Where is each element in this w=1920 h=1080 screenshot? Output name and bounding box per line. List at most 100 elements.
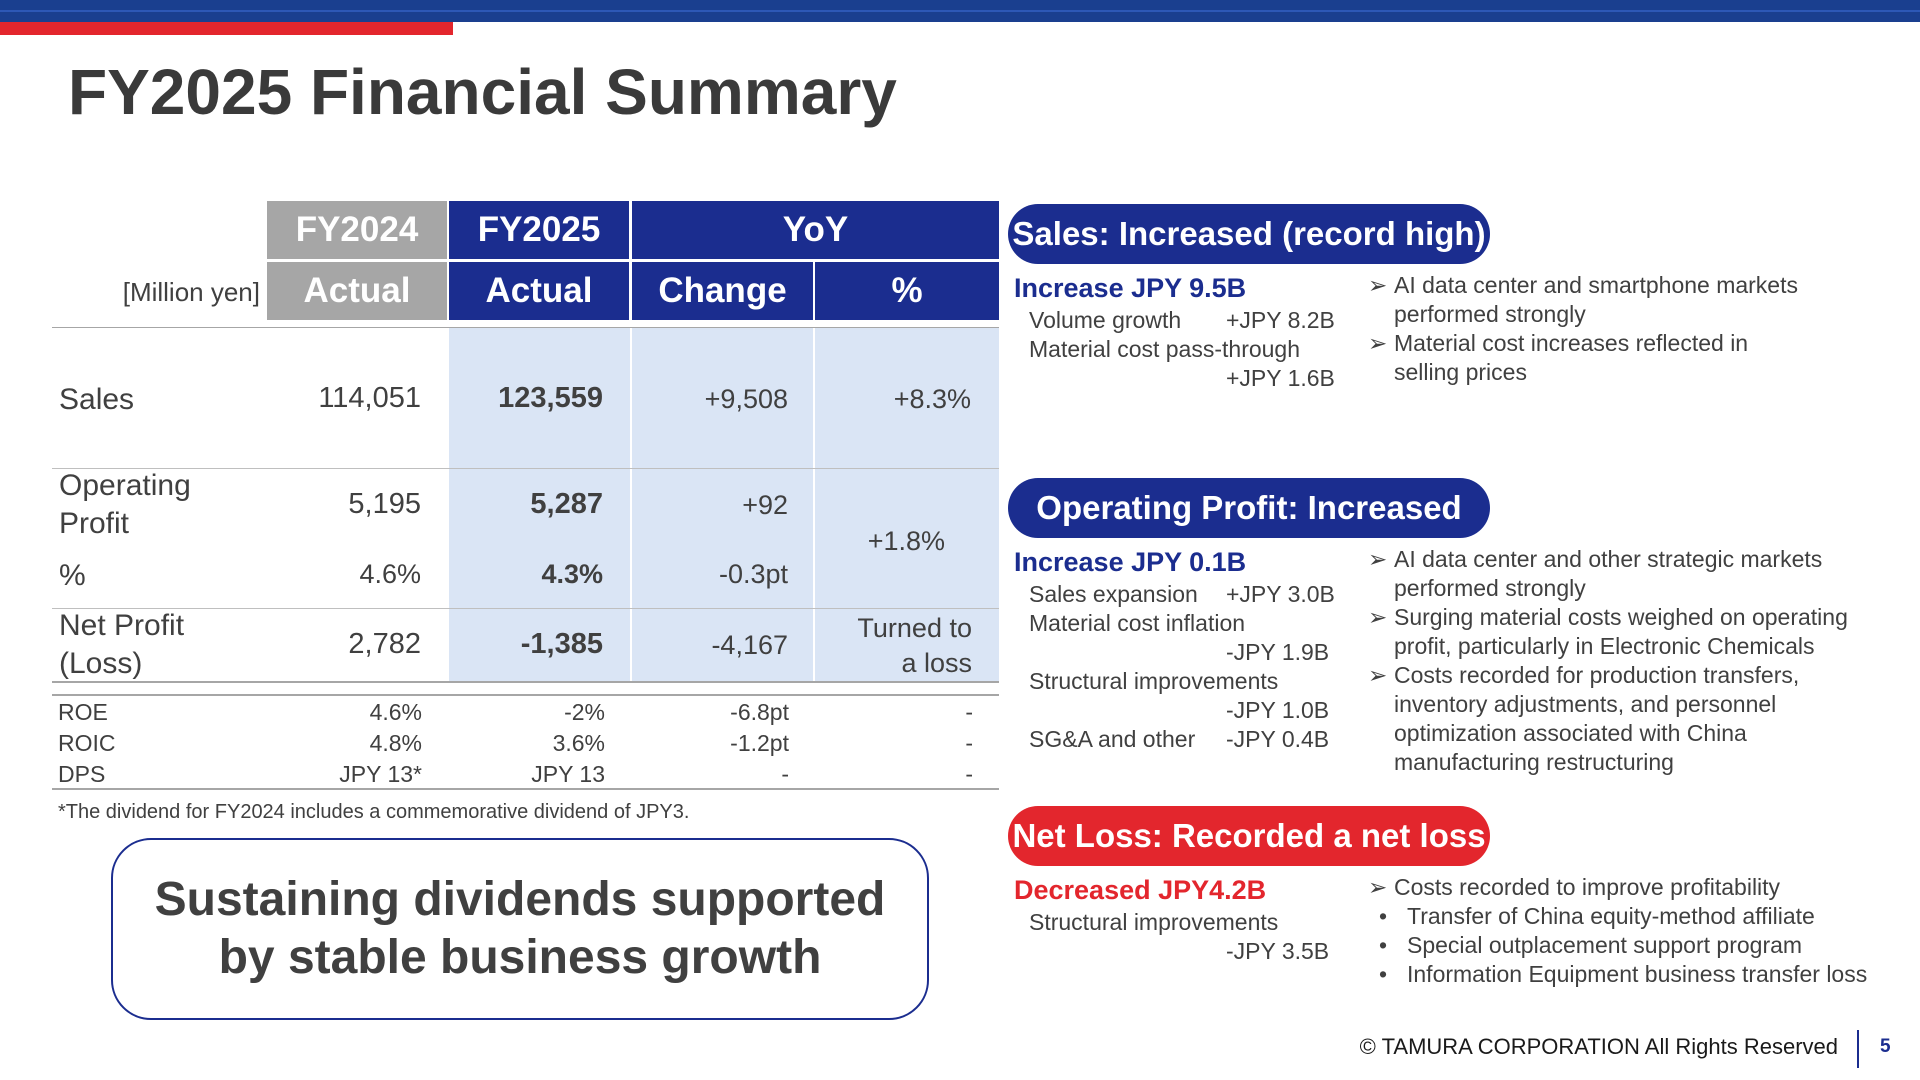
row-label-line2: (Loss) [59, 647, 143, 680]
op-detail-label: Sales expansion [1029, 581, 1198, 607]
bullet-line: Costs recorded to improve profitability [1394, 874, 1781, 900]
callout-line2: by stable business growth [218, 931, 822, 984]
arrowhead-bullet-icon: ➢ [1368, 874, 1388, 900]
cell-percent: - [965, 761, 973, 787]
op-detail-value: -JPY 0.4B [1226, 726, 1330, 752]
row-label: DPS [58, 761, 106, 787]
header-change: Change [632, 262, 813, 320]
net-loss-pill: Net Loss: Recorded a net loss [1008, 806, 1490, 866]
row-divider [52, 468, 999, 469]
unit-label: [Million yen] [122, 277, 260, 307]
dividend-callout: Sustaining dividends supported by stable… [111, 838, 929, 1020]
op-detail-value: +JPY 3.0B [1226, 581, 1335, 607]
op-bullet: ➢ Costs recorded for production transfer… [1368, 661, 1914, 777]
cell-percent: Turned to [857, 613, 972, 643]
cell-fy2024: 4.6% [359, 559, 421, 589]
bullet-line: Information Equipment business transfer … [1407, 961, 1868, 987]
table-bottom-rule [52, 788, 999, 790]
operating-profit-pill: Operating Profit: Increased [1008, 478, 1490, 538]
bullet-line: profit, particularly in Electronic Chemi… [1394, 633, 1815, 659]
page-number-divider [1857, 1030, 1859, 1068]
net-detail-value: -JPY 3.5B [1226, 938, 1330, 964]
op-detail-value: -JPY 1.9B [1226, 639, 1330, 665]
cell-percent: - [965, 730, 973, 756]
column-divider [630, 328, 632, 681]
net-bullet: ➢ Costs recorded to improve profitabilit… [1368, 873, 1914, 902]
sales-headline: Increase JPY 9.5B [1014, 273, 1247, 303]
header-fy2025: FY2025 [449, 201, 629, 259]
header-actual-fy2025: Actual [449, 262, 629, 320]
bullet-line: manufacturing restructuring [1394, 749, 1674, 775]
arrowhead-bullet-icon: ➢ [1368, 546, 1388, 572]
sales-pill: Sales: Increased (record high) [1008, 204, 1490, 264]
cell-percent: +8.3% [893, 384, 971, 414]
sales-bullet: ➢ AI data center and smartphone markets … [1368, 271, 1914, 329]
sales-detail-value: +JPY 8.2B [1226, 307, 1335, 333]
cell-fy2025: 3.6% [552, 730, 605, 756]
header-fy2024: FY2024 [267, 201, 447, 259]
arrowhead-bullet-icon: ➢ [1368, 272, 1388, 298]
page-title: FY2025 Financial Summary [68, 56, 897, 128]
page-number: 5 [1880, 1036, 1891, 1057]
cell-change: -0.3pt [718, 559, 788, 589]
cell-fy2025: JPY 13 [531, 761, 605, 787]
op-detail-label: Structural improvements [1029, 668, 1279, 694]
op-headline: Increase JPY 0.1B [1014, 547, 1247, 577]
header-yoy: YoY [632, 201, 999, 259]
table-rule [52, 681, 999, 683]
cell-change: +9,508 [704, 384, 788, 414]
cell-fy2025: 5,287 [530, 488, 603, 520]
row-label: ROIC [58, 730, 116, 756]
arrowhead-bullet-icon: ➢ [1368, 604, 1388, 630]
bullet-line: Surging material costs weighed on operat… [1394, 604, 1848, 630]
op-bullet: ➢ Surging material costs weighed on oper… [1368, 603, 1914, 661]
header-rule [52, 327, 999, 328]
op-bullet: ➢ AI data center and other strategic mar… [1368, 545, 1914, 603]
net-sub-bullet: • Transfer of China equity-method affili… [1379, 902, 1920, 931]
header-actual-fy2024: Actual [267, 262, 447, 320]
cell-fy2024: JPY 13* [339, 761, 422, 787]
arrowhead-bullet-icon: ➢ [1368, 662, 1388, 688]
cell-change: +92 [742, 490, 788, 520]
table-rule [52, 694, 999, 696]
sales-detail-value: +JPY 1.6B [1226, 365, 1335, 391]
top-banner-stripe [0, 10, 1920, 12]
cell-fy2025: 4.3% [541, 559, 603, 589]
bullet-line: performed strongly [1394, 301, 1586, 327]
op-detail-label: SG&A and other [1029, 726, 1196, 752]
cell-change: -6.8pt [730, 699, 789, 725]
dot-bullet-icon: • [1379, 932, 1388, 958]
cell-fy2024: 4.8% [369, 730, 422, 756]
cell-fy2024: 5,195 [348, 488, 421, 520]
bullet-line: AI data center and smartphone markets [1394, 272, 1798, 298]
row-label-line2: Profit [59, 507, 130, 540]
bullet-line: Costs recorded for production transfers, [1394, 662, 1800, 688]
cell-fy2025: -2% [564, 699, 605, 725]
row-label: Sales [59, 383, 135, 416]
bullet-line: Transfer of China equity-method affiliat… [1407, 903, 1815, 929]
cell-change: - [781, 761, 789, 787]
bullet-line: AI data center and other strategic marke… [1394, 546, 1823, 572]
row-label: Operating [59, 469, 191, 502]
row-label: % [59, 559, 86, 592]
cell-fy2025: -1,385 [520, 628, 603, 660]
top-accent-bar [0, 22, 453, 35]
copyright-footer: © TAMURA CORPORATION All Rights Reserved [1359, 1034, 1838, 1059]
bullet-line: inventory adjustments, and personnel [1394, 691, 1777, 717]
net-headline: Decreased JPY4.2B [1014, 875, 1267, 905]
table-footnote: *The dividend for FY2024 includes a comm… [58, 801, 690, 823]
op-detail-label: Material cost inflation [1029, 610, 1246, 636]
cell-fy2024: 114,051 [318, 382, 421, 414]
row-label: Net Profit [59, 609, 185, 642]
bullet-line: performed strongly [1394, 575, 1586, 601]
cell-fy2025: 123,559 [498, 382, 603, 414]
cell-percent-line2: a loss [901, 648, 972, 678]
bullet-line: Material cost increases reflected in [1394, 330, 1749, 356]
sales-bullet: ➢ Material cost increases reflected in s… [1368, 329, 1914, 387]
row-divider [52, 608, 999, 609]
header-percent: % [815, 262, 999, 320]
column-divider [813, 328, 815, 681]
net-sub-bullet: • Information Equipment business transfe… [1379, 960, 1920, 989]
bullet-line: selling prices [1394, 359, 1527, 385]
table-shaded-area [449, 328, 999, 681]
